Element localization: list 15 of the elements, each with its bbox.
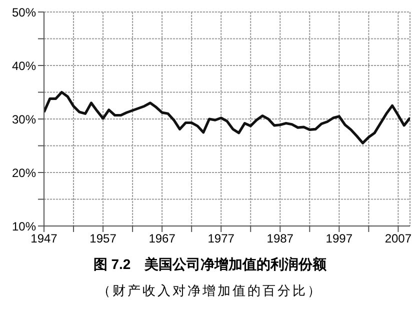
y-tick-label: 40% bbox=[12, 58, 36, 73]
x-tick-label: 2007 bbox=[384, 232, 412, 246]
x-tick-label: 1997 bbox=[326, 232, 353, 246]
y-tick-label: 20% bbox=[12, 166, 36, 180]
x-tick-label: 1967 bbox=[148, 232, 176, 246]
line-series bbox=[44, 90, 410, 144]
text: （财产收入对净增加值的百分比） bbox=[96, 282, 324, 300]
x-tick-label: 1977 bbox=[208, 232, 235, 246]
y-tick-label: 50% bbox=[12, 5, 36, 20]
x-tick-label: 1947 bbox=[30, 232, 58, 246]
y-tick-label: 30% bbox=[12, 112, 36, 126]
x-tick-label: 1987 bbox=[266, 232, 294, 246]
x-tick-label: 1957 bbox=[90, 232, 117, 246]
y-tick-label: 10% bbox=[12, 219, 36, 234]
text: 图 7.2 美国公司净增加值的利润份额 bbox=[92, 256, 328, 274]
